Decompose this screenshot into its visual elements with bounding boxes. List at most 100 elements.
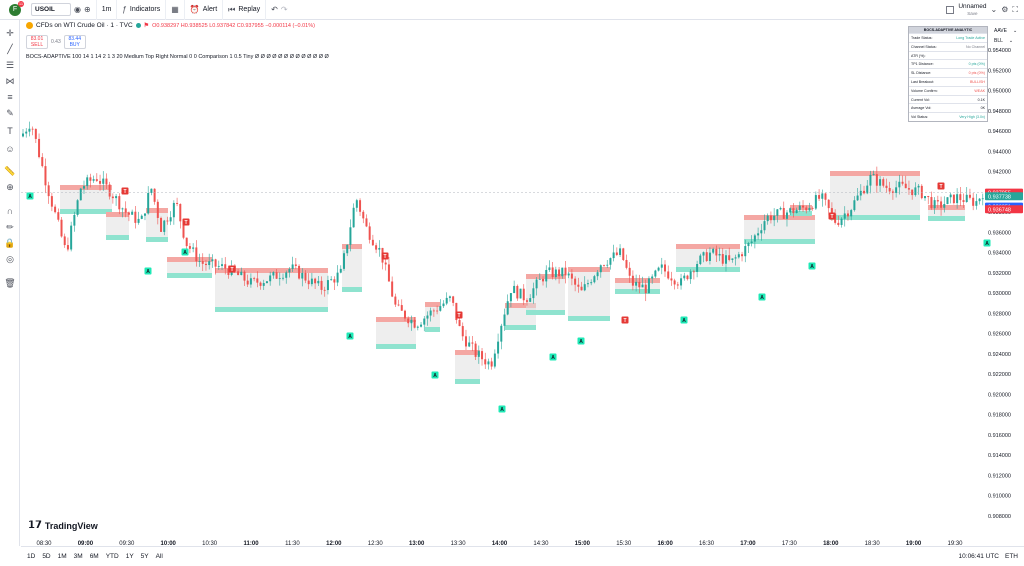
candle-body xyxy=(256,278,259,283)
price-tick-label: 0.932000 xyxy=(988,271,1011,277)
sell-signal-marker[interactable] xyxy=(228,265,236,273)
undo-icon[interactable]: ↶ xyxy=(271,4,278,14)
clock[interactable]: 10:06:41 UTC xyxy=(958,553,999,560)
candle-body xyxy=(731,258,734,260)
analytics-value: 0 pts (0%) xyxy=(968,71,985,76)
trend-line-icon[interactable]: ╱ xyxy=(7,43,13,54)
range-3m[interactable]: 3M xyxy=(73,553,83,560)
buy-signal-marker[interactable] xyxy=(181,248,189,256)
range-1d[interactable]: 1D xyxy=(27,553,36,560)
buy-signal-marker[interactable] xyxy=(498,405,506,413)
range-1m[interactable]: 1M xyxy=(57,553,67,560)
add-symbol-icon[interactable]: ⊕ xyxy=(83,4,91,14)
indicator-legend[interactable]: BOCS-ADAPTIVE 100 14 1 14 2 1 3 20 Mediu… xyxy=(26,54,329,60)
buy-signal-label: A xyxy=(682,318,686,324)
candle-body xyxy=(863,190,866,194)
menu-item-bll[interactable]: BLL ⌄ xyxy=(994,38,1014,44)
brush-icon[interactable]: ✎ xyxy=(6,107,14,118)
buy-signal-marker[interactable] xyxy=(431,371,439,379)
trash-icon[interactable]: 🗑 xyxy=(4,277,16,288)
candle-body xyxy=(320,280,323,290)
sell-button[interactable]: 83.01 SELL xyxy=(26,35,48,49)
price-tick-label: 0.922000 xyxy=(988,372,1011,378)
eye-icon[interactable]: ◉ xyxy=(74,4,81,14)
buy-signal-marker[interactable] xyxy=(26,192,34,200)
buy-signal-marker[interactable] xyxy=(549,353,557,361)
market-status-icon xyxy=(135,23,141,28)
sell-signal-marker[interactable] xyxy=(828,212,836,220)
candle-body xyxy=(760,230,763,234)
resistance-zone xyxy=(376,317,416,322)
buy-signal-marker[interactable] xyxy=(758,293,766,301)
candle-body xyxy=(542,278,545,282)
candle-body xyxy=(371,239,374,246)
candle-body xyxy=(140,215,143,219)
buy-signal-marker[interactable] xyxy=(346,332,354,340)
session-button[interactable]: ETH xyxy=(1005,553,1018,560)
eye-visibility-icon[interactable]: ◎ xyxy=(6,253,14,264)
buy-button[interactable]: 83.44 BUY xyxy=(63,35,86,49)
lock-icon[interactable]: 🔒 xyxy=(4,237,16,248)
analytics-row: Vol Status: Very High (3.0x) xyxy=(909,112,987,121)
horizontal-lines-icon[interactable]: ☰ xyxy=(5,59,15,70)
replay-button[interactable]: Replay xyxy=(238,6,261,13)
layout-checkbox-icon[interactable] xyxy=(946,6,955,14)
candle-body xyxy=(696,264,699,272)
fullscreen-icon[interactable]: ⛶ xyxy=(1012,5,1018,14)
time-tick-label: 09:30 xyxy=(119,541,135,546)
breakout-range-box xyxy=(106,212,129,240)
layout-name[interactable]: Unnamed Save xyxy=(958,3,987,16)
redo-icon[interactable]: ↷ xyxy=(280,4,288,14)
interval-button[interactable]: 1m xyxy=(101,6,112,13)
sell-signal-label: T xyxy=(457,313,460,319)
emoji-icon[interactable]: ☺ xyxy=(5,144,15,154)
candle-body xyxy=(288,268,291,273)
legend-title[interactable]: CFDs on WTI Crude Oil · 1 · TVC xyxy=(36,22,133,29)
price-tag xyxy=(985,192,1023,201)
layout-grid-icon[interactable]: ▦ xyxy=(171,4,179,14)
range-6m[interactable]: 6M xyxy=(89,553,99,560)
text-tool-icon[interactable]: T xyxy=(7,126,13,136)
crosshair-icon[interactable]: ✛ xyxy=(6,27,14,38)
range-5y[interactable]: 5Y xyxy=(140,553,149,560)
range-all[interactable]: All xyxy=(155,553,163,560)
lock-pencil-icon[interactable]: ✏ xyxy=(6,221,14,232)
user-avatar[interactable]: F 11 xyxy=(9,0,24,16)
price-tick-label: 0.910000 xyxy=(988,494,1011,500)
price-chart[interactable]: 08:30 09:00 09:30 10:00 10:30 11:00 11:30 12:00… xyxy=(21,20,1024,546)
sell-signal-marker[interactable] xyxy=(455,311,463,319)
sell-signal-marker[interactable] xyxy=(381,252,389,260)
zoom-in-icon[interactable]: ⊕ xyxy=(6,181,14,192)
sell-signal-marker[interactable] xyxy=(182,218,190,226)
fib-retracement-icon[interactable]: ≡ xyxy=(7,92,13,102)
gear-icon[interactable]: ⚙ xyxy=(1001,5,1009,14)
candle-body xyxy=(89,177,92,181)
magnet-icon[interactable]: ∩ xyxy=(6,206,14,216)
buy-signal-marker[interactable] xyxy=(144,267,152,275)
candle-body xyxy=(423,318,426,325)
buy-signal-marker[interactable] xyxy=(983,239,991,247)
sell-signal-marker[interactable] xyxy=(937,182,945,190)
sell-signal-marker[interactable] xyxy=(121,187,129,195)
candle-body xyxy=(750,241,753,243)
candle-body xyxy=(137,218,140,223)
pitchfork-icon[interactable]: ⋈ xyxy=(5,75,15,86)
range-1y[interactable]: 1Y xyxy=(125,553,134,560)
range-ytd[interactable]: YTD xyxy=(105,553,119,560)
candle-body xyxy=(243,271,246,281)
indicators-button[interactable]: Indicators xyxy=(129,6,161,13)
candle-body xyxy=(82,186,85,189)
range-5d[interactable]: 5D xyxy=(42,553,51,560)
menu-item-aave[interactable]: AAVE ⌄ xyxy=(994,28,1018,34)
alert-button[interactable]: Alert xyxy=(202,6,218,13)
candle-body xyxy=(204,263,207,266)
buy-signal-marker[interactable] xyxy=(577,337,585,345)
candle-body xyxy=(911,189,914,196)
candle-body xyxy=(294,264,297,266)
buy-signal-marker[interactable] xyxy=(680,316,688,324)
chevron-down-icon[interactable]: ⌄ xyxy=(990,5,998,14)
symbol-search[interactable]: USOIL xyxy=(31,3,71,16)
sell-signal-marker[interactable] xyxy=(621,316,629,324)
ruler-icon[interactable]: 📏 xyxy=(4,165,16,176)
buy-signal-marker[interactable] xyxy=(808,262,816,270)
